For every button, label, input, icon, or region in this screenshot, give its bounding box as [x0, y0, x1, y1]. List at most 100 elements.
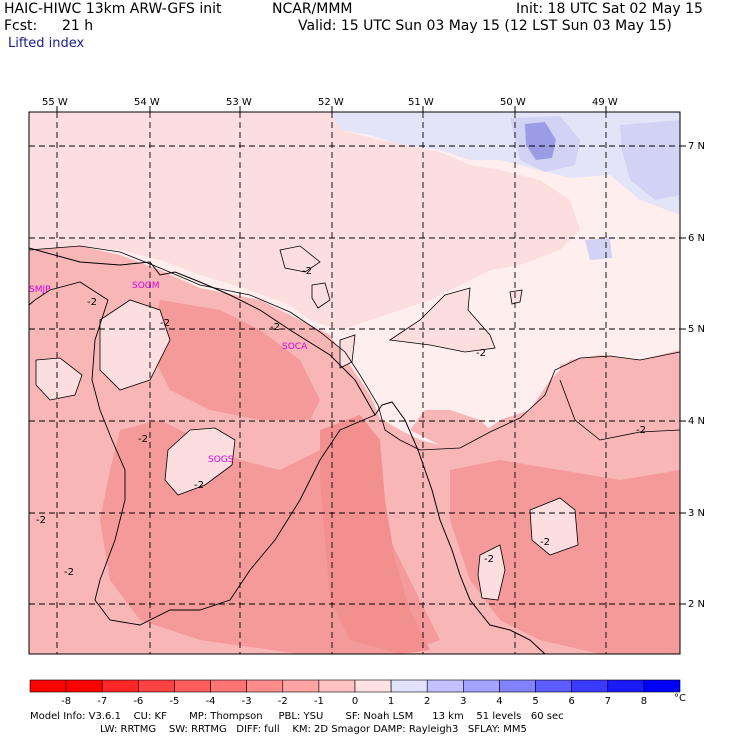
org-label: NCAR/MMM: [272, 1, 353, 17]
mild-negative-patch: [339, 334, 356, 369]
strong-negative-region: [150, 300, 320, 420]
colorbar-tick-label: -8: [61, 696, 71, 707]
lon-label: 53 W: [226, 97, 252, 108]
colorbar-swatch: [535, 679, 572, 693]
colorbar-swatch: [246, 679, 284, 693]
colorbar-tick-label: -5: [169, 696, 179, 707]
forecast-label: Fcst:: [4, 18, 38, 34]
contour-label: -2: [160, 318, 170, 329]
lon-label: 55 W: [42, 97, 68, 108]
lat-label: 2 N: [688, 599, 706, 610]
mild-negative-patch: [388, 287, 496, 353]
colorbar-tick-label: 3: [460, 696, 466, 707]
colorbar-swatch: [643, 679, 681, 693]
contour-label: -2: [194, 480, 204, 491]
contour-label: -2: [270, 322, 280, 333]
colorbar-tick-label: 5: [532, 696, 538, 707]
positive-region: [525, 122, 556, 160]
lon-label: 52 W: [318, 97, 344, 108]
mild-negative-patch: [279, 245, 321, 273]
mild-negative-patch: [529, 497, 579, 556]
contour-line: [29, 245, 680, 451]
model-info-line1: Model Info: V3.6.1 CU: KF MP: Thompson P…: [30, 711, 564, 722]
colorbar-swatch: [318, 679, 356, 693]
mild-negative-patch: [164, 427, 236, 496]
negative-region: [560, 350, 680, 470]
colorbar-swatch: [499, 679, 536, 693]
colorbar-swatch: [354, 679, 392, 693]
colorbar-tick-label: 1: [388, 696, 394, 707]
colorbar-tick-label: -4: [206, 696, 216, 707]
tick-marks: [56, 106, 686, 605]
mild-negative-patch: [509, 289, 523, 305]
graticule: [29, 112, 680, 654]
colorbar-tick-label: -1: [314, 696, 324, 707]
lat-label: 4 N: [688, 416, 706, 427]
colorbar-swatch: [138, 679, 175, 693]
contour-label: -2: [476, 348, 486, 359]
strong-negative-region: [320, 415, 430, 654]
lon-label: 49 W: [592, 97, 618, 108]
colorbar-swatch: [463, 679, 500, 693]
station-label: SMJP: [29, 285, 51, 295]
lon-label: 50 W: [500, 97, 526, 108]
lat-label: 6 N: [688, 233, 706, 244]
init-time: Init: 18 UTC Sat 02 May 15: [516, 1, 703, 17]
forecast-hour: 21 h: [62, 18, 94, 34]
colorbar-swatch: [65, 679, 103, 693]
positive-region: [620, 120, 680, 200]
contour-label: -2: [138, 434, 148, 445]
positive-region: [330, 112, 680, 215]
mild-negative-patch: [35, 357, 83, 401]
model-title: HAIC-HIWC 13km ARW-GFS init: [4, 1, 222, 17]
colorbar-swatch: [426, 679, 464, 693]
colorbar-tick-label: -2: [278, 696, 288, 707]
colorbar-tick-label: -3: [242, 696, 252, 707]
contour-label: -2: [302, 266, 312, 277]
colorbar-swatch: [571, 679, 609, 693]
colorbar-unit: °C: [674, 693, 686, 704]
colorbar-tick-label: 7: [605, 696, 611, 707]
colorbar-tick-label: 4: [496, 696, 502, 707]
contour-label: -2: [87, 297, 97, 308]
colorbar-swatch: [29, 679, 67, 693]
colorbar-tick-label: 2: [424, 696, 430, 707]
colorbar-tick-label: -7: [97, 696, 107, 707]
station-label: SOGS: [208, 455, 234, 465]
station-label: SOGM: [132, 281, 160, 291]
lat-label: 7 N: [688, 141, 706, 152]
colorbar-swatch: [282, 679, 320, 693]
colorbar: -8 -7 -6 -5 -4 -3 -2 -1 0 1 2 3 4 5 6 7 8: [29, 679, 681, 707]
contour-label: -2: [64, 567, 74, 578]
colorbar-swatch: [210, 679, 247, 693]
colorbar-tick-label: -6: [133, 696, 143, 707]
station-label: SOCA: [282, 342, 308, 352]
colorbar-tick-label: 6: [568, 696, 574, 707]
map-frame: [28, 111, 681, 655]
colorbar-tick-label: 0: [352, 696, 358, 707]
strong-negative-region: [450, 460, 680, 654]
mild-negative-region: [330, 230, 450, 300]
contour-line: [559, 379, 680, 441]
contour-label: -2: [36, 515, 46, 526]
lat-label: 3 N: [688, 508, 706, 519]
contour-label: -2: [540, 537, 550, 548]
contour-label: -2: [636, 425, 646, 436]
colorbar-swatch: [607, 679, 645, 693]
mild-negative-patch: [311, 282, 331, 309]
colorbar-swatch: [390, 679, 428, 693]
colorbar-tick-label: 8: [641, 696, 647, 707]
mild-negative-patch: [477, 544, 506, 601]
model-info-line2: LW: RRTMG SW: RRTMG DIFF: full KM: 2D Sm…: [100, 724, 527, 735]
mild-negative-patch: [99, 299, 171, 391]
border-line: [29, 281, 109, 306]
positive-region: [585, 238, 612, 260]
valid-time: Valid: 15 UTC Sun 03 May 15 (12 LST Sun …: [298, 18, 672, 34]
lon-label: 51 W: [408, 97, 434, 108]
lon-label: 54 W: [134, 97, 160, 108]
field-name: Lifted index: [8, 36, 85, 51]
colorbar-swatch: [101, 679, 139, 693]
positive-region: [360, 118, 420, 138]
colorbar-swatch: [174, 679, 211, 693]
